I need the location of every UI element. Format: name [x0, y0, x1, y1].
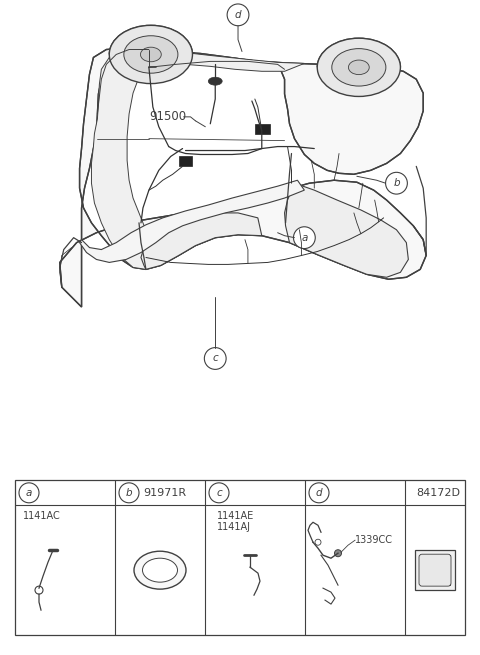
Polygon shape	[179, 157, 192, 166]
Ellipse shape	[208, 77, 222, 85]
Polygon shape	[92, 50, 304, 269]
Ellipse shape	[134, 552, 186, 589]
Bar	[415, 550, 455, 590]
Polygon shape	[60, 48, 426, 307]
FancyBboxPatch shape	[419, 554, 451, 586]
Ellipse shape	[109, 26, 192, 84]
Circle shape	[309, 483, 329, 503]
Text: 1339CC: 1339CC	[355, 535, 393, 545]
Circle shape	[385, 172, 408, 194]
Text: b: b	[393, 178, 400, 188]
Ellipse shape	[317, 38, 400, 96]
Text: 84172D: 84172D	[416, 488, 460, 498]
Polygon shape	[255, 124, 270, 134]
Bar	[420, 555, 450, 585]
Ellipse shape	[143, 558, 178, 582]
Text: b: b	[126, 488, 132, 498]
Text: 91971R: 91971R	[143, 488, 186, 498]
Text: a: a	[301, 233, 308, 242]
Text: 1141AE: 1141AE	[217, 512, 254, 521]
Text: 1141AJ: 1141AJ	[217, 522, 251, 533]
Ellipse shape	[141, 47, 161, 62]
Circle shape	[335, 550, 341, 557]
Text: d: d	[235, 10, 241, 20]
Text: c: c	[216, 488, 222, 498]
Circle shape	[119, 483, 139, 503]
Polygon shape	[80, 180, 304, 263]
Circle shape	[19, 483, 39, 503]
Polygon shape	[285, 183, 408, 277]
Circle shape	[227, 4, 249, 26]
Ellipse shape	[332, 48, 386, 86]
Circle shape	[293, 227, 315, 248]
Polygon shape	[141, 213, 262, 269]
Ellipse shape	[124, 36, 178, 73]
Circle shape	[209, 483, 229, 503]
Text: a: a	[26, 488, 32, 498]
Text: d: d	[316, 488, 322, 498]
Bar	[15, 480, 465, 635]
Text: c: c	[212, 354, 218, 364]
Ellipse shape	[348, 60, 369, 75]
Text: 91500: 91500	[149, 110, 186, 123]
Text: 1141AC: 1141AC	[23, 512, 61, 521]
Circle shape	[204, 348, 226, 369]
